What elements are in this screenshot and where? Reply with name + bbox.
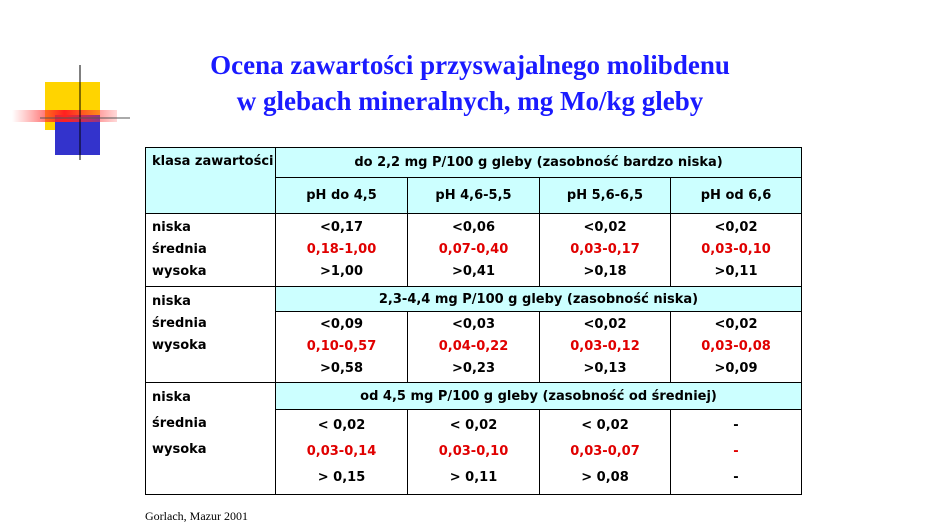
title-line: Ocena zawartości przyswajalnego molibden… — [210, 50, 730, 80]
value: 0,03-0,14 — [306, 444, 377, 459]
decoration — [12, 65, 130, 160]
column-header: pH 5,6-6,5 — [539, 177, 671, 214]
row-label: niska — [152, 220, 191, 235]
value-cell: <0,02 0,03-0,17 >0,18 — [539, 213, 671, 287]
label-cell: niska średnia wysoka — [145, 213, 276, 287]
value: 0,03-0,08 — [701, 339, 771, 354]
column-header: pH 4,6-5,5 — [407, 177, 540, 214]
value: - — [733, 418, 739, 433]
section-header-row: niska średnia wysoka od 4,5 mg P/100 g gleb… — [145, 382, 803, 495]
row-label: wysoka — [152, 338, 207, 353]
value: <0,06 — [452, 220, 495, 235]
label-cell: niska średnia wysoka — [145, 286, 276, 383]
value: < 0,02 — [449, 418, 498, 433]
value-cell: <0,02 0,03-0,08 >0,09 — [669, 311, 803, 383]
value: 0,03-0,10 — [701, 242, 771, 257]
value: > 0,08 — [581, 470, 629, 485]
value-cell: <0,02 0,03-0,12 >0,13 — [539, 311, 671, 383]
row-label: wysoka — [152, 264, 207, 279]
value-cell: <0,06 0,07-0,40 >0,41 — [407, 213, 540, 287]
value: >0,11 — [714, 264, 758, 279]
section-header-row: niska średnia wysoka 2,3-4,4 mg P/100 g gle… — [145, 286, 803, 383]
header-row: klasa zawartości do 2,2 mg P/100 g gleby … — [145, 147, 803, 214]
value: <0,02 — [714, 220, 758, 235]
value: < 0,02 — [581, 418, 629, 433]
label-cell: niska średnia wysoka — [145, 382, 276, 495]
title-line: w glebach mineralnych, mg Mo/kg gleby — [236, 86, 704, 116]
value: > 0,15 — [317, 470, 366, 485]
table: klasa zawartości do 2,2 mg P/100 g gleby … — [145, 147, 803, 495]
data-row: < 0,02 0,03-0,14 > 0,15 < 0,02 0,03-0,10 > 0,… — [146, 409, 803, 495]
column-header: pH od 6,6 — [669, 177, 803, 214]
value-cell: <0,09 0,10-0,57 >0,58 — [275, 311, 408, 383]
value-cell: < 0,02 0,03-0,14 > 0,15 — [275, 409, 408, 495]
value: <0,17 — [320, 220, 363, 235]
value: - — [733, 444, 739, 459]
value: 0,07-0,40 — [438, 242, 509, 257]
value: > 0,11 — [449, 470, 498, 485]
value: <0,02 — [583, 317, 627, 332]
data-row: niska średnia wysoka <0,17 0,18-1,00 >1,00 <0,… — [145, 213, 803, 287]
value: - — [733, 470, 739, 485]
value: < 0,02 — [317, 418, 366, 433]
value-cell: <0,03 0,04-0,22 >0,23 — [407, 311, 540, 383]
value: 0,03-0,10 — [438, 444, 509, 459]
value: <0,03 — [452, 317, 495, 332]
value-cell: - - - — [669, 409, 803, 495]
value: <0,09 — [320, 317, 363, 332]
value: >0,23 — [452, 361, 495, 376]
value: >0,09 — [714, 361, 758, 376]
row-label: niska — [152, 294, 191, 309]
value-cell: < 0,02 0,03-0,07 > 0,08 — [539, 409, 671, 495]
value: >0,13 — [583, 361, 627, 376]
value-cell: < 0,02 0,03-0,10 > 0,11 — [407, 409, 540, 495]
section-header: 2,3-4,4 mg P/100 g gleby (zasobność nisk… — [274, 286, 803, 312]
value-cell: <0,02 0,03-0,10 >0,11 — [669, 213, 803, 287]
section-header: od 4,5 mg P/100 g gleby (zasobność od śr… — [274, 382, 803, 410]
value: >1,00 — [320, 264, 363, 279]
row-label: wysoka — [152, 442, 207, 457]
value: 0,03-0,12 — [570, 339, 640, 354]
value: 0,03-0,17 — [570, 242, 640, 257]
value: 0,04-0,22 — [438, 339, 509, 354]
section-header: do 2,2 mg P/100 g gleby (zasobność bardz… — [274, 147, 803, 178]
value: <0,02 — [714, 317, 758, 332]
row-label: średnia — [152, 242, 207, 257]
row-label: niska — [152, 390, 191, 405]
corner-cell: klasa zawartości — [145, 147, 276, 214]
value: 0,03-0,07 — [570, 444, 640, 459]
value: >0,58 — [320, 361, 363, 376]
row-label: średnia — [152, 416, 207, 431]
value: 0,10-0,57 — [306, 339, 377, 354]
value: >0,41 — [452, 264, 495, 279]
source: Gorlach, Mazur 2001 — [145, 509, 248, 523]
row-label: średnia — [152, 316, 207, 331]
column-header: pH do 4,5 — [275, 177, 408, 214]
value: >0,18 — [583, 264, 627, 279]
header-row: pH do 4,5 pH 4,6-5,5 pH 5,6-6,5 pH od 6,6 — [146, 177, 803, 214]
value-cell: <0,17 0,18-1,00 >1,00 — [275, 213, 408, 287]
value: <0,02 — [583, 220, 627, 235]
value: 0,18-1,00 — [306, 242, 377, 257]
